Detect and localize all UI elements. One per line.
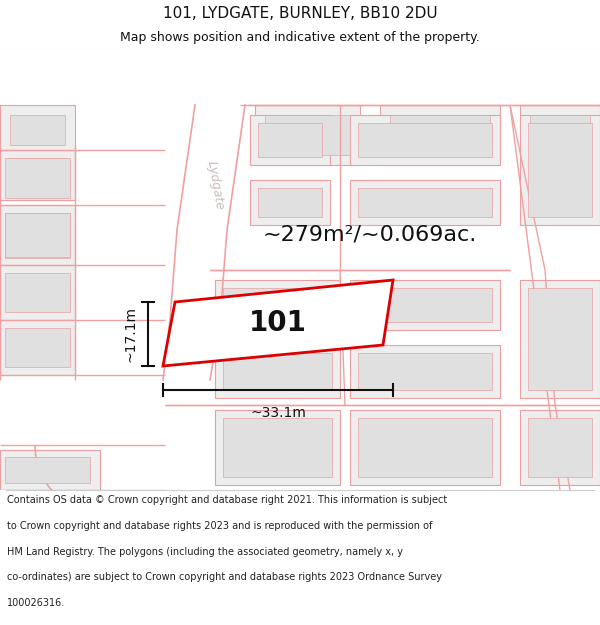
Polygon shape [0,450,100,490]
Polygon shape [350,115,500,165]
Text: HM Land Registry. The polygons (including the associated geometry, namely x, y: HM Land Registry. The polygons (includin… [7,547,403,557]
Text: 101: 101 [249,309,307,337]
Polygon shape [5,273,70,312]
Polygon shape [530,115,590,155]
Text: 101, LYDGATE, BURNLEY, BB10 2DU: 101, LYDGATE, BURNLEY, BB10 2DU [163,6,437,21]
Polygon shape [350,410,500,485]
Polygon shape [520,410,600,485]
Polygon shape [162,105,245,370]
Polygon shape [163,280,393,366]
Polygon shape [358,353,492,390]
Polygon shape [350,280,500,330]
Polygon shape [258,188,322,217]
Polygon shape [390,115,490,155]
Text: Lydgate: Lydgate [204,159,226,211]
Text: co-ordinates) are subject to Crown copyright and database rights 2023 Ordnance S: co-ordinates) are subject to Crown copyr… [7,572,442,582]
Text: Map shows position and indicative extent of the property.: Map shows position and indicative extent… [120,31,480,44]
Text: 100026316.: 100026316. [7,598,65,608]
Polygon shape [5,158,70,198]
Polygon shape [0,265,75,320]
Polygon shape [380,105,500,165]
Polygon shape [258,123,322,157]
Polygon shape [358,418,492,477]
Polygon shape [215,345,340,398]
Polygon shape [5,213,70,258]
Polygon shape [0,205,75,265]
Polygon shape [520,280,600,398]
Polygon shape [250,180,330,225]
Polygon shape [350,180,500,225]
Text: ~279m²/~0.069ac.: ~279m²/~0.069ac. [263,225,477,245]
Polygon shape [5,328,70,367]
Polygon shape [350,345,500,398]
Polygon shape [10,115,65,145]
Polygon shape [215,280,340,330]
Polygon shape [265,115,350,155]
Polygon shape [528,123,592,217]
Text: Contains OS data © Crown copyright and database right 2021. This information is : Contains OS data © Crown copyright and d… [7,496,448,506]
Polygon shape [528,418,592,477]
Polygon shape [5,213,70,257]
Polygon shape [255,105,360,165]
Polygon shape [0,150,75,200]
Polygon shape [528,288,592,390]
Polygon shape [250,115,330,165]
Polygon shape [223,288,332,322]
Text: ~33.1m: ~33.1m [250,406,306,420]
Polygon shape [358,123,492,157]
Text: lydgate: lydgate [184,323,202,367]
Polygon shape [223,353,332,390]
Polygon shape [0,320,75,375]
Polygon shape [5,457,90,483]
Polygon shape [520,105,600,165]
Polygon shape [8,158,67,192]
Polygon shape [0,105,75,155]
Polygon shape [358,188,492,217]
Polygon shape [215,410,340,485]
Polygon shape [520,115,600,225]
Text: to Crown copyright and database rights 2023 and is reproduced with the permissio: to Crown copyright and database rights 2… [7,521,433,531]
Text: ~17.1m: ~17.1m [124,306,138,362]
Polygon shape [223,418,332,477]
Polygon shape [358,288,492,322]
